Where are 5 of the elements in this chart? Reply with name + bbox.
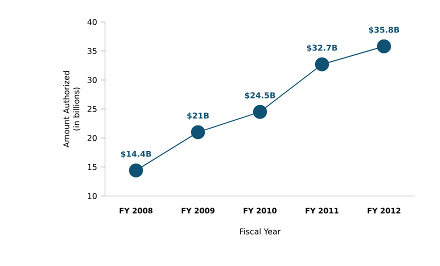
point <box>191 125 205 140</box>
point <box>129 163 143 178</box>
point <box>377 39 391 54</box>
point <box>315 57 329 72</box>
point <box>253 104 267 119</box>
